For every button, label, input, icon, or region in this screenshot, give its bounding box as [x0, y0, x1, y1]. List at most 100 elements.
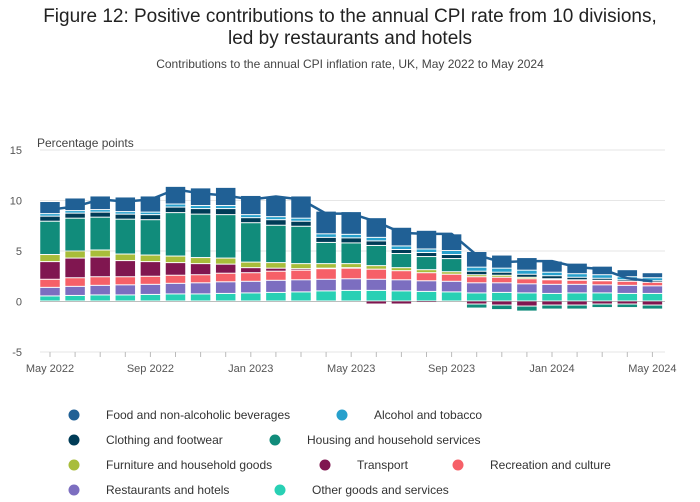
bar-segment [140, 212, 161, 215]
chart-title: Figure 12: Positive contributions to the… [0, 6, 700, 50]
legend-swatch [319, 459, 331, 471]
bar-segment [592, 275, 612, 278]
bar-segment [416, 253, 437, 257]
bar-segment [190, 188, 211, 206]
x-tick-label: May 2024 [628, 363, 676, 375]
bar-segment [366, 269, 387, 279]
bar-segment [617, 293, 638, 301]
bar-segment [617, 285, 638, 293]
x-tick-label: May 2022 [26, 363, 74, 375]
bar-segment [165, 275, 186, 283]
bar-segment [366, 241, 387, 245]
bar-segment [90, 285, 110, 295]
bar-segment [567, 263, 587, 274]
bar-segment [40, 255, 60, 262]
bar-segment [592, 301, 612, 304]
bar-segment [341, 238, 361, 243]
bar-segment [291, 269, 311, 270]
bar-segment [90, 210, 110, 212]
bar-segment [441, 272, 462, 274]
bar-segment [416, 230, 437, 249]
bar-segment [40, 216, 60, 221]
bar-segment [115, 214, 136, 219]
bar-segment [215, 206, 236, 209]
bar-segment [140, 284, 161, 294]
bar-segment [291, 226, 311, 264]
bar-segment [567, 301, 587, 305]
bar-segment [366, 266, 387, 269]
y-tick-label: 10 [10, 196, 22, 208]
bar-segment [40, 214, 60, 216]
x-tick-label: Sep 2023 [428, 363, 475, 375]
bar-segment [190, 264, 211, 275]
y-tick-label: -5 [12, 347, 22, 359]
bar-segment [466, 277, 487, 283]
bar-segment [542, 276, 562, 279]
bar-segment [466, 301, 487, 304]
bar-segment [542, 305, 562, 309]
bar-segment [567, 274, 587, 277]
bar-segment [241, 215, 261, 218]
bar-segment [492, 275, 512, 277]
y-axis-label: Percentage points [37, 136, 134, 150]
bar-segment [190, 275, 211, 283]
bar-segment [642, 273, 663, 278]
bar-segment [466, 275, 487, 277]
cpi-total-line [49, 188, 653, 283]
bar-segment [517, 293, 537, 301]
bar-segment [316, 279, 336, 291]
bar-segment [316, 269, 336, 279]
chart-title-line-1: Figure 12: Positive contributions to the… [43, 6, 657, 27]
bar-segment [190, 214, 211, 258]
bar-segment [165, 294, 186, 301]
bar-segment [642, 293, 663, 301]
bar-segment [266, 268, 286, 271]
bar-segment [441, 255, 462, 259]
legend-label: Clothing and footwear [106, 433, 223, 447]
bar-segment [391, 249, 412, 254]
legend-swatch [336, 409, 348, 421]
bar-segment [215, 215, 236, 258]
bar-segment [542, 284, 562, 293]
bar-segment [65, 198, 85, 211]
bar-segment [542, 293, 562, 301]
bar-segment [90, 250, 110, 257]
bar-segment [466, 271, 487, 275]
bar-segment [517, 279, 537, 284]
bar-segment [65, 278, 85, 286]
bar-segment [115, 212, 136, 214]
bar-segment [190, 283, 211, 294]
bar-segment [165, 207, 186, 213]
bar-segment [316, 234, 336, 237]
bar-segment [215, 258, 236, 264]
bar-segment [441, 259, 462, 272]
bar-segment [341, 264, 361, 268]
bar-segment [542, 261, 562, 272]
bar-segment [517, 277, 537, 279]
bar-segment [65, 211, 85, 213]
bar-segment [366, 245, 387, 266]
bar-segment [165, 213, 186, 256]
legend-label: Restaurants and hotels [106, 483, 229, 497]
bar-segment [366, 301, 387, 304]
bar-segment [165, 263, 186, 275]
legend-label: Housing and household services [307, 433, 480, 447]
legend-label: Recreation and culture [490, 458, 611, 472]
bar-segment [391, 254, 412, 268]
bar-segment [115, 197, 136, 212]
legend-label: Food and non-alcoholic beverages [106, 408, 290, 422]
bar-segment [40, 202, 60, 214]
legend-swatch [68, 484, 80, 496]
bar-segment [291, 280, 311, 292]
bar-segment [241, 223, 261, 262]
bar-segment [642, 301, 663, 305]
bar-segment [241, 293, 261, 301]
bar-segment [241, 268, 261, 273]
bar-segment [366, 279, 387, 290]
bar-segment [391, 246, 412, 249]
bar-segment [416, 270, 437, 273]
bar-segment [316, 242, 336, 264]
bar-segment [416, 273, 437, 281]
bar-segment [215, 293, 236, 301]
